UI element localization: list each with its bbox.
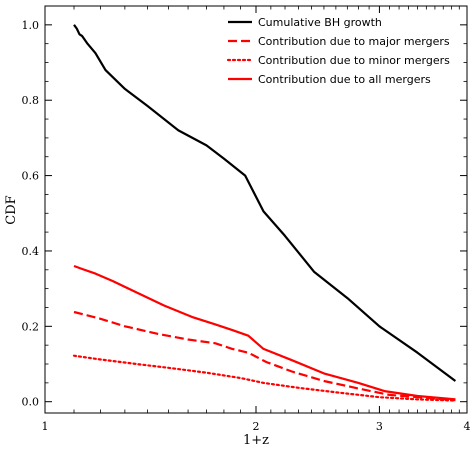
series-line-3 xyxy=(72,354,457,402)
legend-label-1: Cumulative BH growth xyxy=(258,16,382,29)
x-tick-label: 1 xyxy=(42,420,49,433)
axis-ticks xyxy=(44,6,468,413)
y-tick-label: 0.6 xyxy=(22,170,40,183)
legend-label-4: Contribution due to all mergers xyxy=(258,73,431,86)
x-axis-label: 1+z xyxy=(243,433,269,448)
legend-label-2: Contribution due to major mergers xyxy=(258,35,450,48)
y-tick-label: 1.0 xyxy=(22,19,40,32)
legend: Cumulative BH growth Contribution due to … xyxy=(226,16,450,86)
plot-lines xyxy=(72,24,457,402)
y-tick-label: 0.2 xyxy=(22,320,40,333)
series-line-4 xyxy=(73,264,456,401)
series-line-1 xyxy=(73,24,457,382)
y-axis-label: CDF xyxy=(4,195,19,224)
legend-label-3: Contribution due to minor mergers xyxy=(258,54,450,67)
x-tick-label: 4 xyxy=(464,420,471,433)
y-tick-label: 0.8 xyxy=(22,94,40,107)
y-tick-label: 0.0 xyxy=(22,396,40,409)
x-tick-label: 3 xyxy=(376,420,383,433)
axis-tick-labels: 1 2 3 4 0.0 0.2 0.4 0.6 0.8 1.0 xyxy=(22,19,471,433)
y-tick-label: 0.4 xyxy=(22,245,40,258)
plot-frame xyxy=(44,5,468,414)
x-tick-label: 2 xyxy=(253,420,260,433)
series-line-2 xyxy=(73,310,456,402)
